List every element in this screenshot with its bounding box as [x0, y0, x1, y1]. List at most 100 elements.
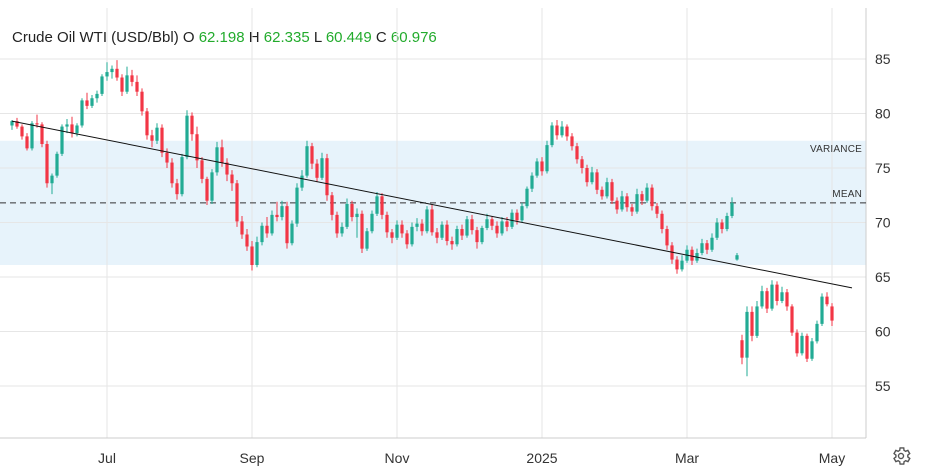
candle-body	[540, 161, 544, 172]
candle-body	[135, 81, 139, 92]
candle-body	[640, 194, 644, 201]
candle-body	[815, 323, 819, 342]
candle-body	[720, 222, 724, 230]
candle-body	[680, 260, 684, 270]
candle-body	[290, 223, 294, 244]
candle-body	[725, 215, 729, 230]
candle-body	[115, 68, 119, 78]
low-label: L	[313, 29, 322, 46]
candle-body	[175, 183, 179, 195]
candle-body	[95, 93, 99, 99]
candle-body	[120, 77, 124, 92]
candle-body	[415, 223, 419, 227]
candle-body	[165, 152, 169, 163]
gear-icon[interactable]	[890, 445, 912, 467]
candle-body	[210, 172, 214, 201]
candle-body	[620, 196, 624, 210]
candle-body	[730, 202, 734, 216]
y-tick-label: 70	[875, 215, 891, 231]
candle-body	[40, 124, 44, 145]
candle-body	[320, 158, 324, 178]
x-tick-label: Nov	[385, 450, 410, 466]
mean-label: MEAN	[832, 189, 862, 200]
candle-body	[225, 162, 229, 175]
x-tick-label: Sep	[240, 450, 265, 466]
candle-body	[105, 72, 109, 77]
candle-body	[655, 206, 659, 214]
candle-body	[85, 100, 89, 106]
trendline	[11, 120, 853, 289]
candle-body	[10, 121, 14, 126]
candle-body	[810, 341, 814, 359]
candle-body	[60, 126, 64, 154]
candle-body	[400, 224, 404, 234]
candle-body	[285, 206, 289, 244]
x-tick-label: May	[819, 450, 845, 466]
candle-body	[270, 214, 274, 234]
candle-body	[160, 127, 164, 153]
candle-body	[645, 187, 649, 201]
x-tick-label: Mar	[675, 450, 699, 466]
candle-body	[205, 178, 209, 201]
y-tick-label: 60	[875, 324, 891, 340]
candle-body	[480, 227, 484, 243]
candle-body	[360, 213, 364, 249]
candle-body	[825, 296, 829, 305]
candle-body	[90, 98, 94, 106]
candle-body	[460, 229, 464, 236]
candle-body	[75, 125, 79, 134]
candle-body	[15, 121, 19, 127]
candle-body	[355, 213, 359, 218]
candle-body	[280, 206, 284, 218]
candle-body	[260, 225, 264, 243]
candle-body	[790, 306, 794, 333]
y-tick-label: 80	[875, 106, 891, 122]
candle-body	[450, 241, 454, 245]
candle-body	[325, 158, 329, 196]
candle-body	[780, 292, 784, 301]
candle-body	[235, 183, 239, 222]
candle-body	[330, 195, 334, 215]
candle-body	[820, 296, 824, 324]
candle-body	[785, 292, 789, 307]
candle-body	[100, 76, 104, 94]
candle-body	[565, 126, 569, 137]
candle-body	[145, 111, 149, 136]
candle-body	[485, 219, 489, 228]
candle-body	[435, 232, 439, 238]
candle-body	[155, 127, 159, 141]
candle-body	[200, 160, 204, 179]
candle-body	[610, 182, 614, 201]
candle-body	[380, 196, 384, 215]
candle-body	[580, 159, 584, 168]
candle-body	[740, 340, 744, 358]
candle-body	[345, 203, 349, 227]
candle-body	[660, 213, 664, 230]
candle-body	[515, 212, 519, 221]
candle-body	[775, 284, 779, 301]
candle-body	[420, 223, 424, 232]
candle-body	[315, 163, 319, 178]
candle-body	[275, 214, 279, 218]
candle-body	[570, 136, 574, 147]
candle-body	[410, 226, 414, 245]
candle-body	[545, 145, 549, 172]
candle-body	[710, 237, 714, 250]
candle-body	[265, 225, 269, 234]
candle-body	[25, 136, 29, 149]
candle-body	[250, 246, 254, 266]
candle-body	[600, 189, 604, 197]
candle-body	[615, 200, 619, 210]
candle-body	[455, 229, 459, 245]
candle-body	[305, 146, 309, 176]
candle-body	[35, 123, 39, 125]
candle-body	[690, 249, 694, 261]
candle-body	[520, 206, 524, 221]
candle-body	[465, 219, 469, 236]
candle-body	[715, 222, 719, 238]
candle-body	[295, 187, 299, 224]
close-label: C	[375, 29, 387, 46]
candle-body	[45, 144, 49, 184]
candle-body	[150, 135, 154, 141]
